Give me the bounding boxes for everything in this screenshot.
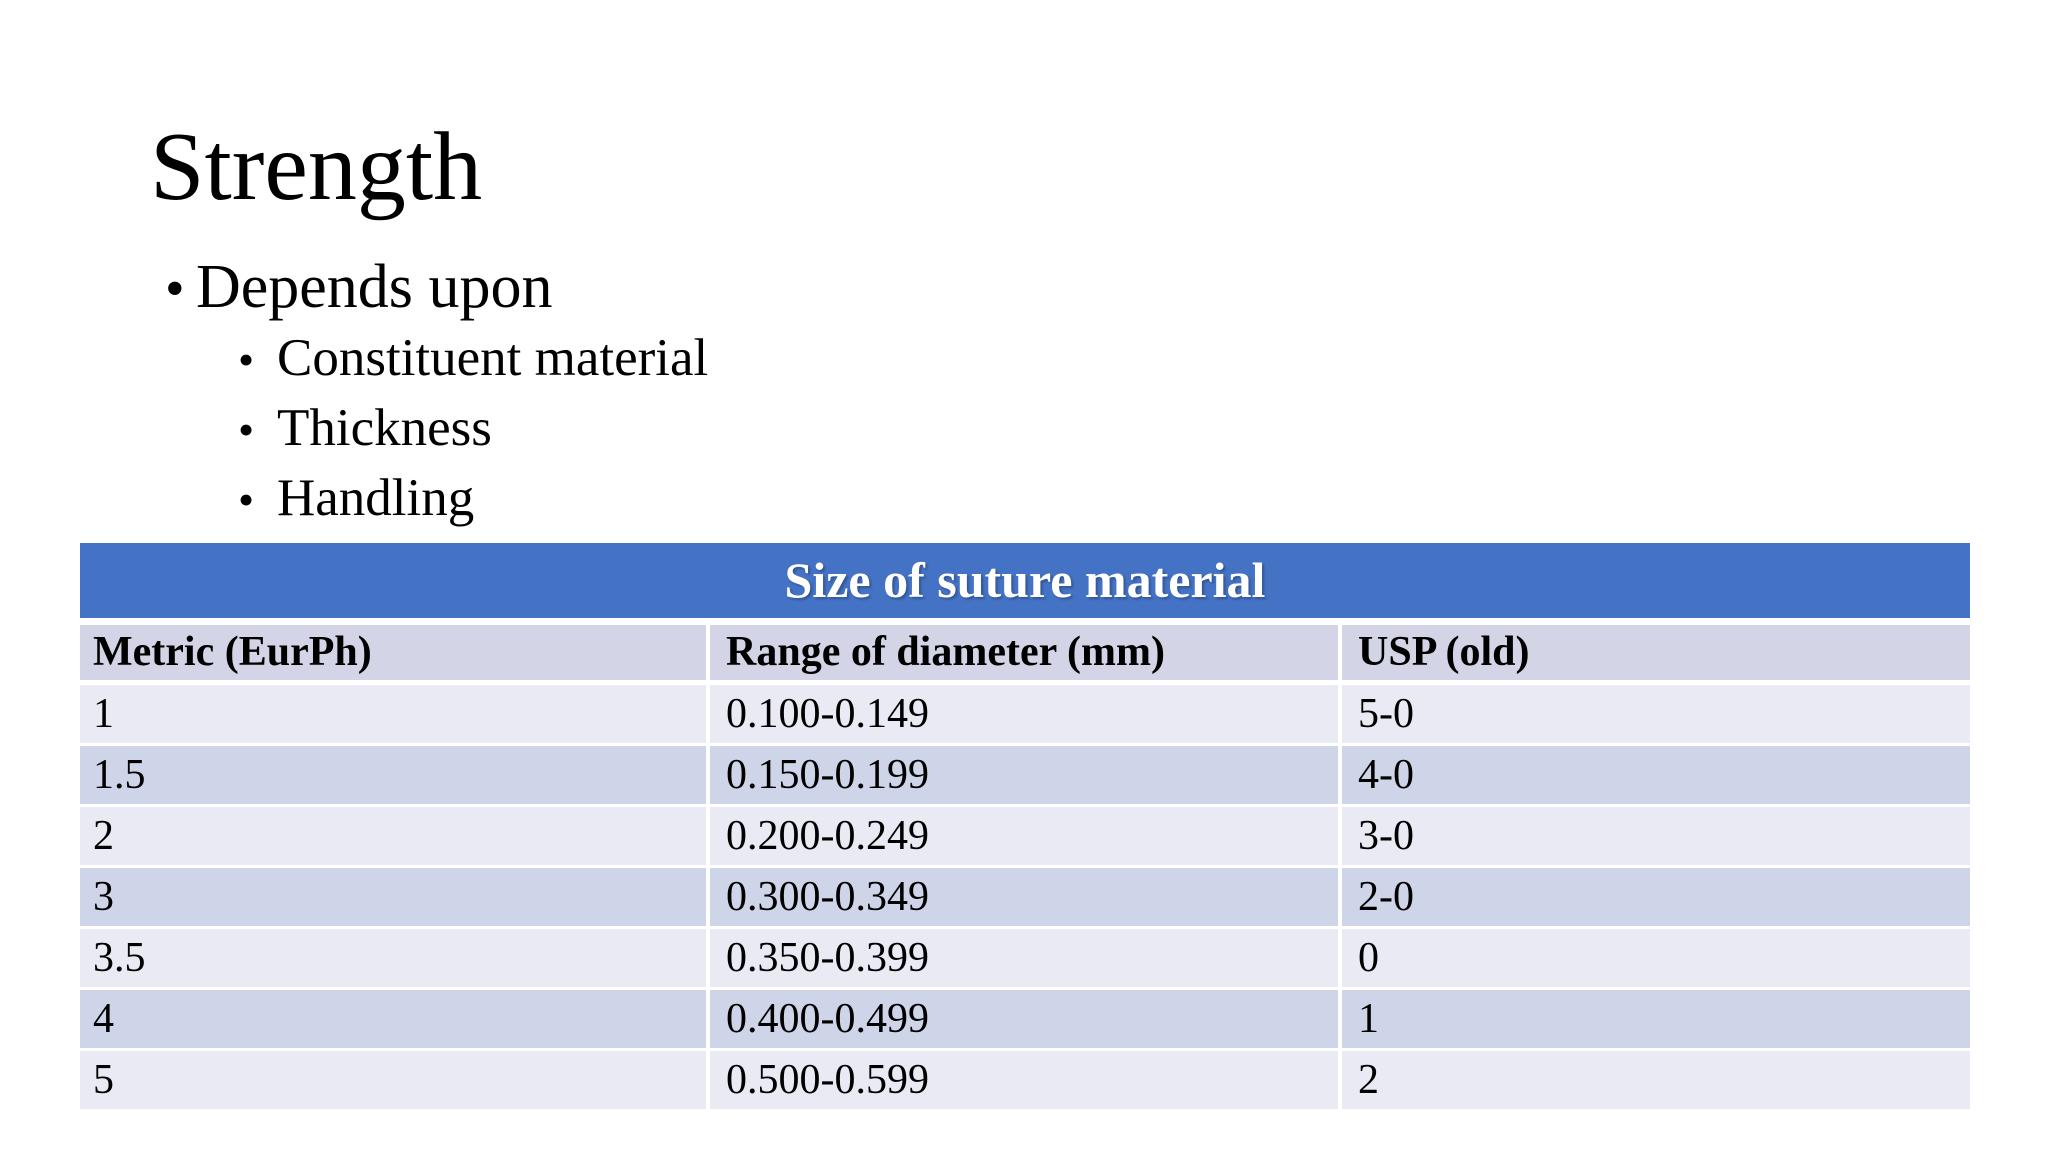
- bullet-text: Constituent material: [277, 329, 709, 387]
- table-cell: 2: [80, 807, 706, 865]
- table-row: 1 0.100-0.149 5-0: [80, 685, 1970, 743]
- bullet-icon: •: [238, 334, 255, 385]
- table-cell: 0.100-0.149: [710, 685, 1338, 743]
- table-cell: 4-0: [1342, 746, 1970, 804]
- table-cell: 3-0: [1342, 807, 1970, 865]
- bullet-item: • Thickness: [238, 394, 708, 464]
- table-row: 1.5 0.150-0.199 4-0: [80, 746, 1970, 804]
- column-header-metric: Metric (EurPh): [80, 625, 706, 680]
- table-cell: 2: [1342, 1051, 1970, 1109]
- table-row: 2 0.200-0.249 3-0: [80, 807, 1970, 865]
- column-header-diameter: Range of diameter (mm): [710, 625, 1338, 680]
- table-cell: 0: [1342, 929, 1970, 987]
- table-cell: 1.5: [80, 746, 706, 804]
- table-title: Size of suture material: [80, 543, 1970, 618]
- table-row: 4 0.400-0.499 1: [80, 990, 1970, 1048]
- table-cell: 0.150-0.199: [710, 746, 1338, 804]
- table-header-row: Metric (EurPh) Range of diameter (mm) US…: [80, 625, 1970, 680]
- table-cell: 0.400-0.499: [710, 990, 1338, 1048]
- table-cell: 4: [80, 990, 706, 1048]
- table-cell: 3.5: [80, 929, 706, 987]
- bullet-text: Handling: [277, 469, 475, 527]
- table-body: 1 0.100-0.149 5-0 1.5 0.150-0.199 4-0 2 0.200-0…: [80, 685, 1970, 1109]
- column-header-usp: USP (old): [1342, 625, 1970, 680]
- table-cell: 2-0: [1342, 868, 1970, 926]
- bullet-icon: •: [238, 404, 255, 455]
- table-cell: 5-0: [1342, 685, 1970, 743]
- table-cell: 1: [80, 685, 706, 743]
- table-cell: 0.350-0.399: [710, 929, 1338, 987]
- table-cell: 0.300-0.349: [710, 868, 1338, 926]
- table-row: 3 0.300-0.349 2-0: [80, 868, 1970, 926]
- bullet-item: • Depends upon: [165, 252, 708, 324]
- bullet-text: Depends upon: [196, 253, 553, 321]
- suture-size-table: Size of suture material Metric (EurPh) R…: [80, 543, 1970, 1112]
- sub-bullet-list: • Constituent material • Thickness • Han…: [238, 324, 708, 534]
- table-cell: 0.500-0.599: [710, 1051, 1338, 1109]
- table-cell: 5: [80, 1051, 706, 1109]
- bullet-icon: •: [238, 474, 255, 525]
- table-row: 3.5 0.350-0.399 0: [80, 929, 1970, 987]
- table-cell: 0.200-0.249: [710, 807, 1338, 865]
- bullet-item: • Constituent material: [238, 324, 708, 394]
- bullet-list: • Depends upon • Constituent material • …: [165, 252, 708, 534]
- bullet-item: • Handling: [238, 464, 708, 534]
- bullet-text: Thickness: [277, 399, 492, 457]
- page-title: Strength: [150, 113, 483, 221]
- table-cell: 3: [80, 868, 706, 926]
- bullet-icon: •: [165, 258, 185, 320]
- table-title-gap: [80, 618, 1970, 625]
- table-row: 5 0.500-0.599 2: [80, 1051, 1970, 1109]
- table-cell: 1: [1342, 990, 1970, 1048]
